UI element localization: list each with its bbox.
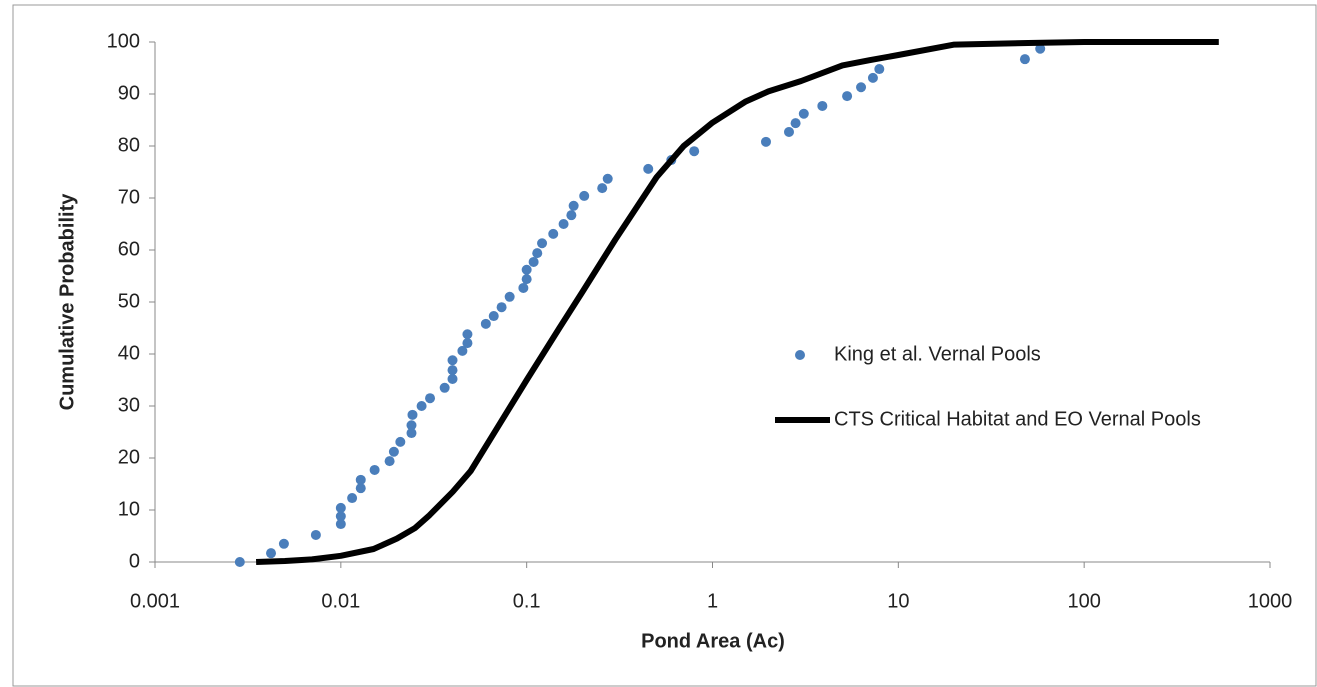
scatter-point xyxy=(384,456,395,467)
scatter-point xyxy=(579,190,590,201)
scatter-point xyxy=(234,557,245,567)
scatter-point xyxy=(521,264,532,275)
x-tick-label: 1 xyxy=(707,590,718,612)
scatter-point xyxy=(689,146,700,157)
x-tick-label: 1000 xyxy=(1248,590,1293,612)
y-tick-label: 10 xyxy=(118,498,140,520)
scatter-point xyxy=(347,493,358,504)
scatter-point xyxy=(369,464,380,475)
scatter-point xyxy=(532,248,543,259)
scatter-point xyxy=(439,382,450,393)
scatter-point xyxy=(278,538,289,549)
y-tick-label: 90 xyxy=(118,82,140,104)
scatter-point xyxy=(406,420,417,431)
chart-frame xyxy=(12,4,1317,687)
scatter-point xyxy=(798,108,809,119)
legend-marker xyxy=(795,350,805,360)
scatter-point xyxy=(416,401,427,411)
y-tick-label: 100 xyxy=(107,30,140,52)
y-tick-label: 40 xyxy=(118,342,140,364)
y-tick-label: 30 xyxy=(118,394,140,416)
scatter-point xyxy=(407,409,418,420)
scatter-point xyxy=(496,302,507,313)
scatter-point xyxy=(528,256,539,267)
scatter-point xyxy=(406,428,417,439)
scatter-point xyxy=(1035,43,1046,54)
scatter-point xyxy=(447,365,458,376)
y-tick-label: 80 xyxy=(118,134,140,156)
scatter-point xyxy=(602,173,613,184)
scatter-point xyxy=(266,548,277,559)
y-tick-label: 70 xyxy=(118,186,140,208)
scatter-point xyxy=(867,72,878,83)
scatter-point xyxy=(447,355,458,366)
scatter-point xyxy=(395,436,406,447)
scatter-point xyxy=(462,329,473,340)
y-tick-label: 60 xyxy=(118,238,140,260)
scatter-point xyxy=(488,311,499,322)
scatter-point xyxy=(760,136,771,147)
scatter-point xyxy=(355,474,366,485)
scatter-point xyxy=(643,163,654,174)
scatter-point xyxy=(597,183,608,194)
y-tick-label: 20 xyxy=(118,446,140,468)
scatter-point xyxy=(310,529,321,540)
y-tick-label: 50 xyxy=(118,290,140,312)
scatter-point xyxy=(874,64,885,75)
scatter-point xyxy=(558,219,569,229)
y-tick-label: 0 xyxy=(129,550,140,572)
scatter-point xyxy=(480,318,491,329)
legend-label: CTS Critical Habitat and EO Vernal Pools xyxy=(834,408,1201,430)
x-tick-label: 10 xyxy=(887,590,909,612)
data-line xyxy=(255,39,1219,565)
scatter-point xyxy=(783,126,794,137)
scatter-point xyxy=(504,291,515,302)
scatter-point xyxy=(388,446,399,457)
scatter-point xyxy=(856,82,867,93)
scatter-point xyxy=(521,274,532,285)
scatter-point xyxy=(1019,54,1030,65)
scatter-point xyxy=(425,393,436,404)
x-tick-label: 0.01 xyxy=(321,590,360,612)
scatter-point xyxy=(335,511,346,522)
scatter-point xyxy=(335,519,346,530)
scatter-point xyxy=(817,100,828,111)
x-tick-label: 0.001 xyxy=(130,590,180,612)
scatter-point xyxy=(537,238,548,249)
legend-label: King et al. Vernal Pools xyxy=(834,343,1041,365)
x-axis-title: Pond Area (Ac) xyxy=(641,630,785,652)
scatter-point xyxy=(355,483,366,494)
scatter-point xyxy=(568,200,579,211)
scatter-point xyxy=(790,118,801,129)
scatter-point xyxy=(457,345,468,356)
y-axis-title: Cumulative Probability xyxy=(56,193,78,411)
x-tick-label: 100 xyxy=(1067,590,1100,612)
x-tick-label: 0.1 xyxy=(513,590,541,612)
scatter-point xyxy=(335,502,346,513)
scatter-point xyxy=(566,210,577,221)
scatter-point xyxy=(447,373,458,384)
scatter-point xyxy=(518,282,529,293)
scatter-point xyxy=(548,228,559,239)
scatter-point xyxy=(462,338,473,349)
scatter-point xyxy=(842,91,853,102)
